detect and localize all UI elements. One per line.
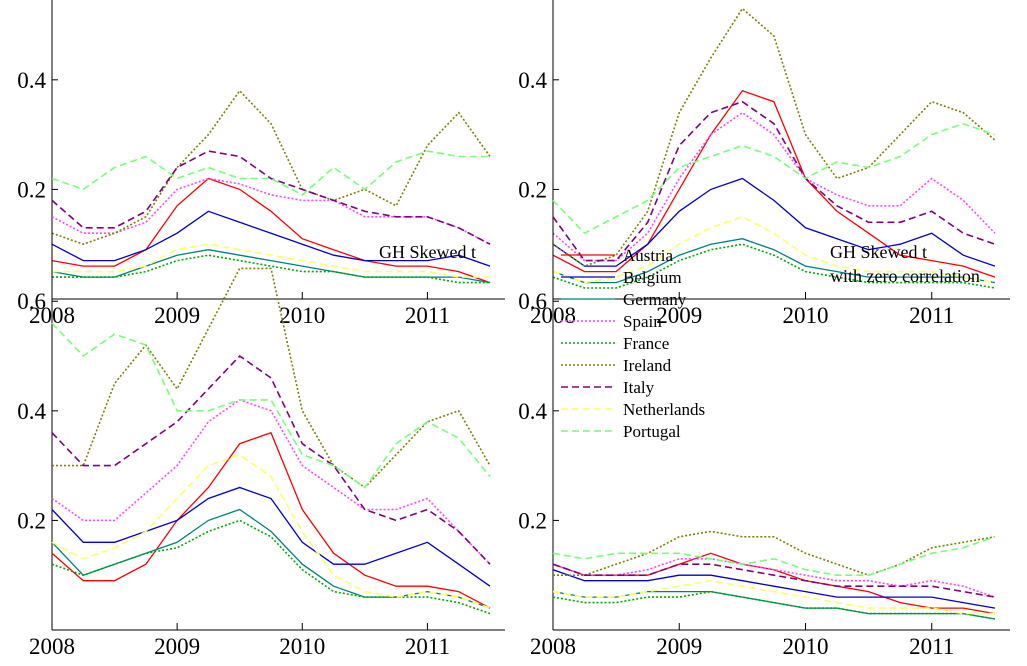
y-tick-label: 0.4 (17, 68, 46, 93)
x-tick-label: 2010 (279, 634, 325, 659)
series-line (52, 254, 490, 284)
series-line (52, 267, 491, 489)
legend-label: Germany (623, 290, 687, 309)
panel-title: GH Skewed t (830, 242, 927, 262)
panel-title: GH Skewed t (379, 242, 476, 262)
legend-label: Portugal (623, 422, 681, 441)
series-line (51, 399, 491, 565)
x-tick-label: 2009 (656, 303, 702, 328)
y-tick-label: 0.6 (17, 289, 46, 314)
series-line (552, 122, 996, 235)
series-line (51, 486, 491, 587)
series-line (552, 590, 996, 620)
x-tick-label: 2008 (29, 634, 75, 659)
series-line (552, 579, 995, 615)
series-line (51, 508, 491, 609)
series-line (552, 177, 996, 267)
y-tick-label: 0.2 (17, 508, 46, 533)
y-tick-label: 0.4 (518, 68, 547, 93)
series-line (51, 519, 491, 615)
legend-label: Netherlands (623, 400, 705, 419)
y-tick-label: 0.2 (518, 508, 547, 533)
series-line (51, 453, 491, 609)
legend-label: Austria (623, 246, 674, 265)
series-line (51, 150, 490, 196)
x-tick-label: 2010 (279, 303, 325, 328)
series-line (552, 238, 996, 284)
series-line (552, 563, 996, 598)
legend-label: Spain (623, 312, 662, 331)
series-line (552, 243, 996, 289)
legend-label: Italy (623, 378, 655, 397)
series-line (553, 530, 996, 577)
x-tick-label: 2008 (530, 634, 576, 659)
series-line (552, 111, 996, 262)
series-line (552, 7, 996, 267)
series-line (552, 552, 996, 615)
series-line (552, 569, 996, 609)
series-line (51, 210, 491, 267)
series-line (552, 90, 996, 278)
x-tick-label: 2010 (782, 303, 828, 328)
series-line (51, 354, 491, 565)
y-tick-label: 0.6 (518, 289, 547, 314)
legend-label: Ireland (623, 356, 672, 375)
series-line (51, 322, 491, 489)
series-line (552, 100, 996, 262)
series-line (51, 431, 491, 609)
x-tick-label: 2009 (656, 634, 702, 659)
series-line (51, 89, 491, 246)
x-tick-label: 2011 (405, 303, 450, 328)
series-line (552, 590, 996, 620)
series-line (552, 215, 996, 284)
y-tick-label: 0.4 (17, 399, 46, 424)
legend-label: Belgium (623, 268, 682, 287)
x-tick-label: 2009 (154, 634, 200, 659)
series-line (552, 536, 996, 576)
y-tick-label: 0.2 (17, 177, 46, 202)
x-tick-label: 2011 (909, 634, 954, 659)
panel-subtitle: with zero correlation (830, 266, 980, 286)
x-tick-label: 2009 (154, 303, 200, 328)
series-line (51, 150, 491, 245)
y-tick-label: 0.4 (518, 399, 547, 424)
series-line (52, 243, 490, 278)
x-tick-label: 2010 (782, 634, 828, 659)
x-tick-label: 2011 (405, 634, 450, 659)
y-tick-label: 0.2 (518, 177, 547, 202)
x-tick-label: 2011 (909, 303, 954, 328)
legend-label: France (623, 334, 669, 353)
series-line (51, 177, 491, 284)
